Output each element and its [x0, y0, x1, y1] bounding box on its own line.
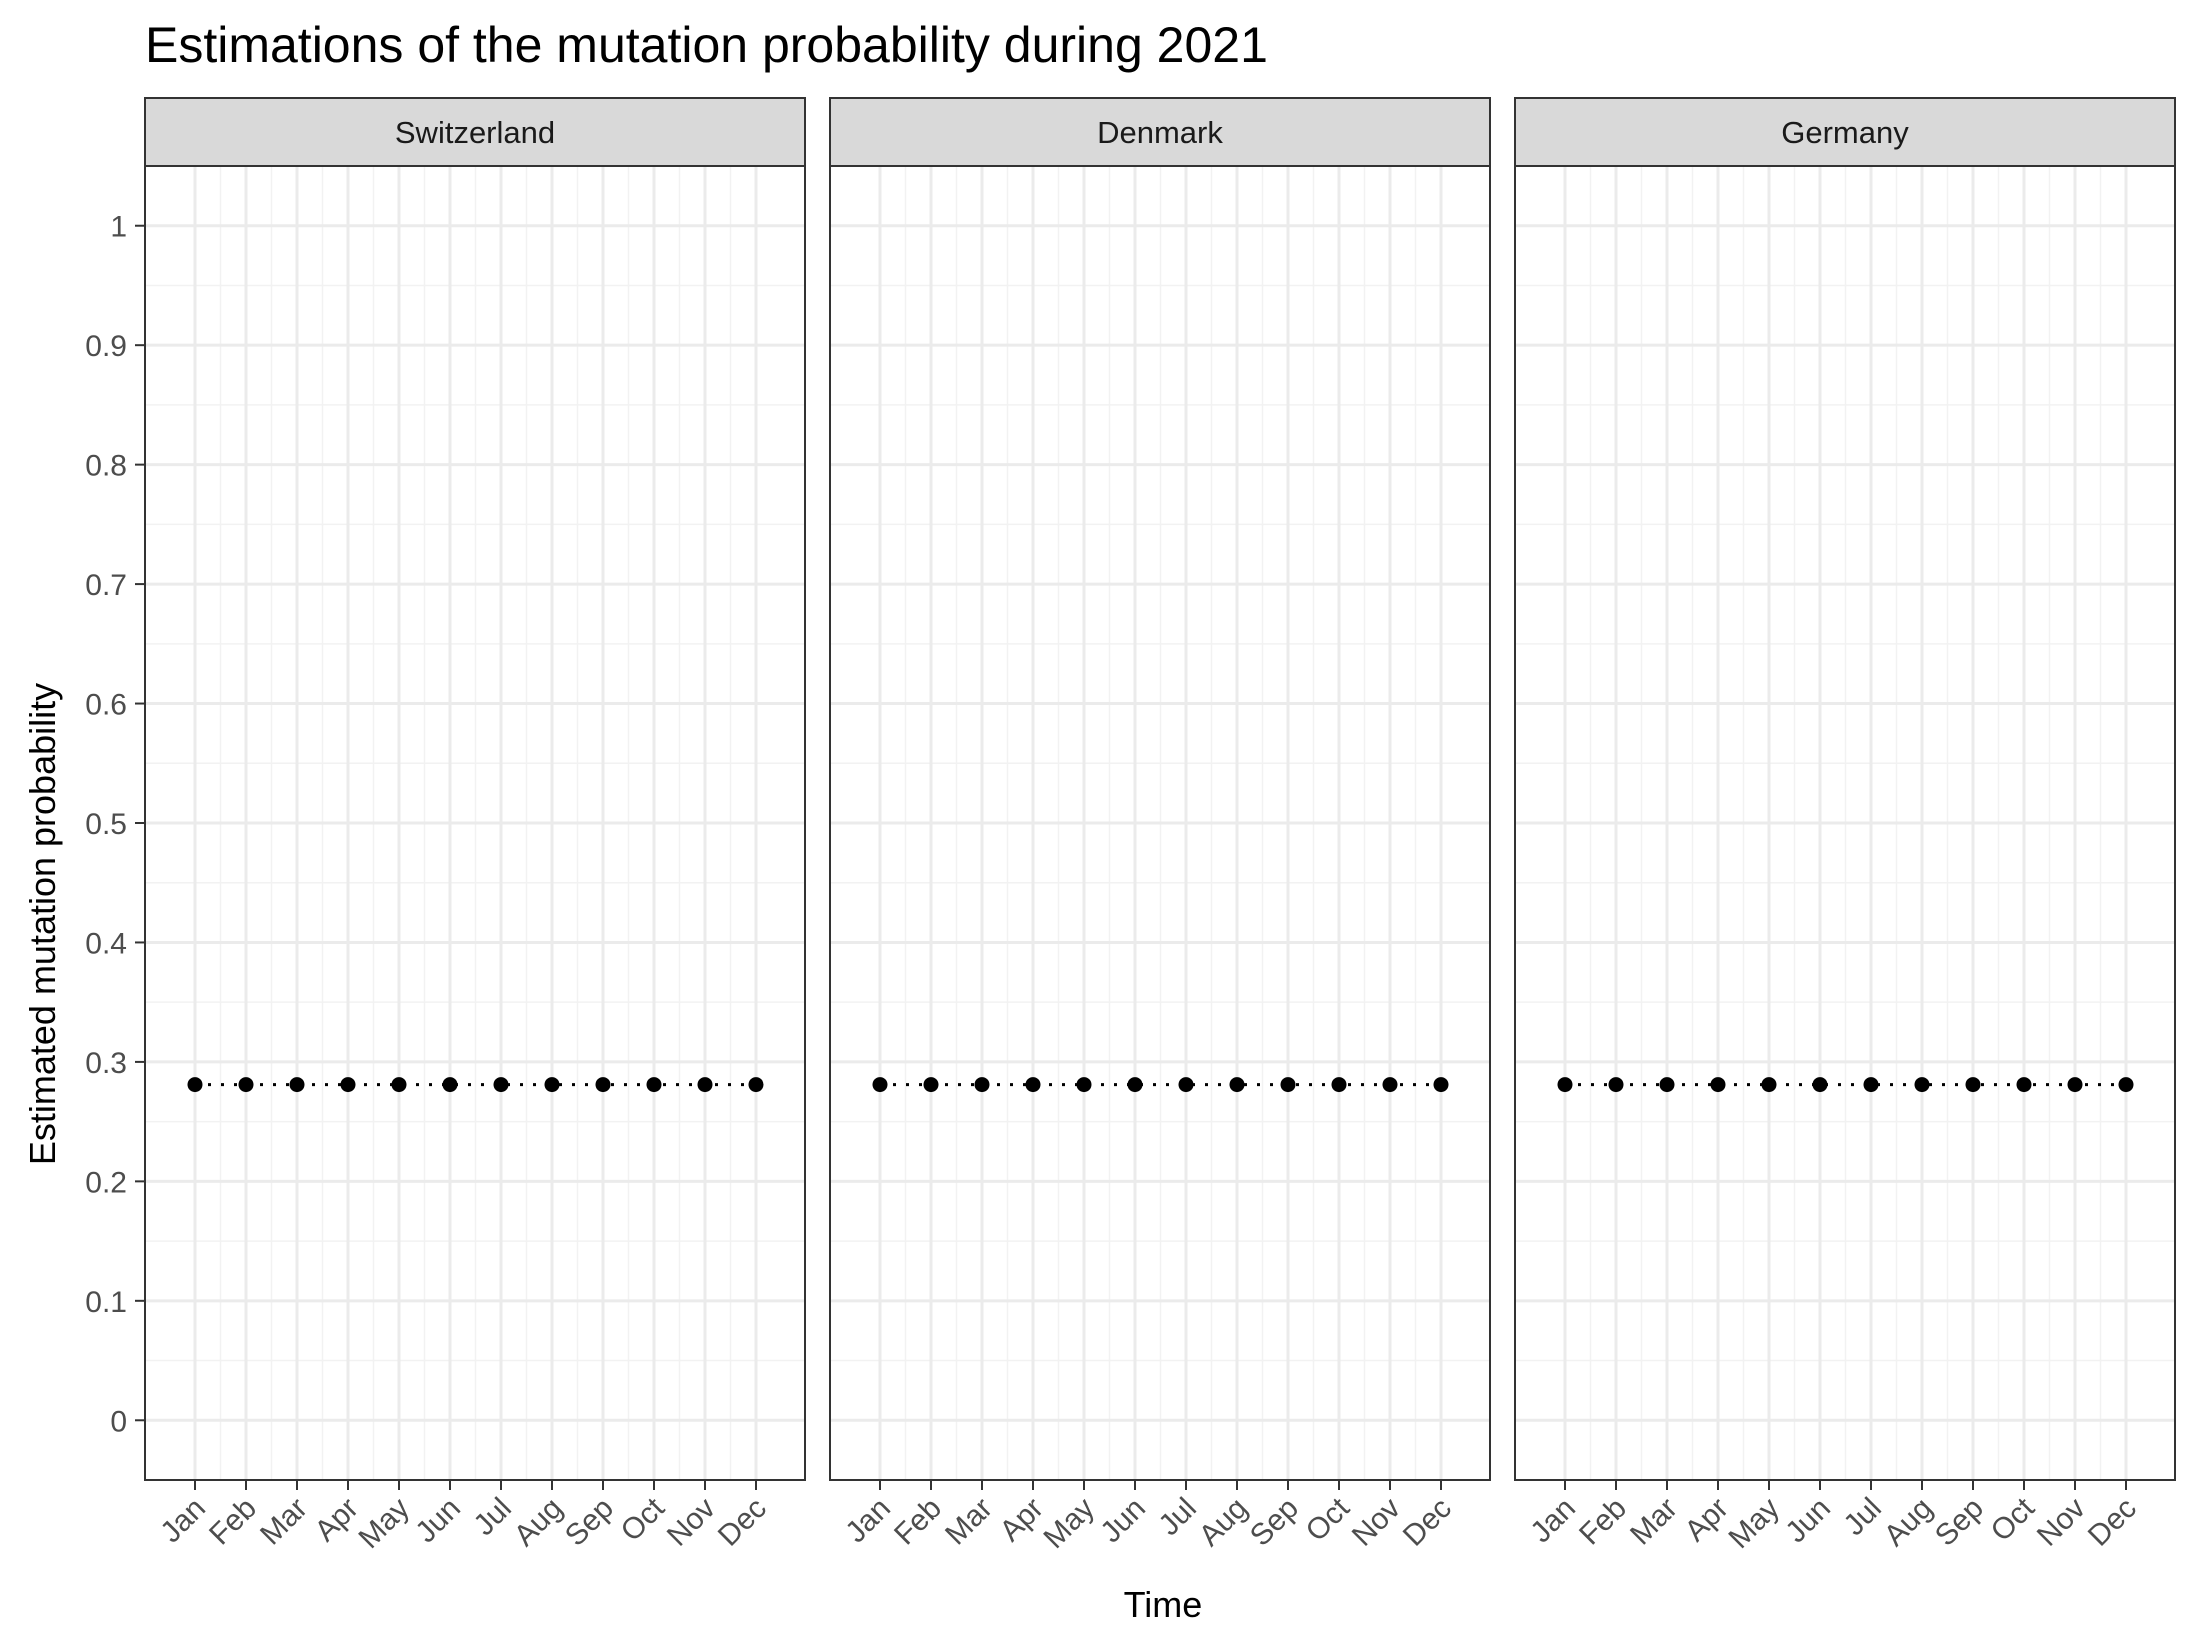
data-point-may	[1076, 1077, 1092, 1093]
data-point-sep	[1965, 1077, 1981, 1093]
data-point-aug	[544, 1077, 560, 1093]
data-point-jul	[1178, 1077, 1194, 1093]
data-point-mar	[289, 1077, 305, 1093]
data-point-dec	[2118, 1077, 2134, 1093]
x-axis-title: Time	[1124, 1584, 1203, 1625]
data-point-jan	[1557, 1077, 1573, 1093]
data-point-apr	[1025, 1077, 1041, 1093]
data-point-nov	[2067, 1077, 2083, 1093]
data-point-apr	[1710, 1077, 1726, 1093]
data-point-jul	[493, 1077, 509, 1093]
data-point-aug	[1914, 1077, 1930, 1093]
data-point-nov	[1382, 1077, 1398, 1093]
data-point-nov	[697, 1077, 713, 1093]
data-point-oct	[1331, 1077, 1347, 1093]
y-axis-title: Estimated mutation probability	[22, 683, 63, 1165]
data-point-mar	[974, 1077, 990, 1093]
y-tick-label: 0.1	[85, 1286, 127, 1319]
facet-strip	[1514, 97, 2176, 167]
y-tick-label: 0.5	[85, 808, 127, 841]
facet-strip-label: Denmark	[1097, 115, 1223, 150]
facet-strip-label: Germany	[1781, 115, 1909, 150]
data-point-aug	[1229, 1077, 1245, 1093]
data-point-may	[1761, 1077, 1777, 1093]
data-point-dec	[748, 1077, 764, 1093]
y-tick-label: 0.2	[85, 1166, 127, 1199]
data-point-feb	[923, 1077, 939, 1093]
data-point-dec	[1433, 1077, 1449, 1093]
data-point-oct	[646, 1077, 662, 1093]
y-tick-label: 0.3	[85, 1047, 127, 1080]
data-point-feb	[238, 1077, 254, 1093]
data-point-jun	[442, 1077, 458, 1093]
data-point-sep	[1280, 1077, 1296, 1093]
data-point-feb	[1608, 1077, 1624, 1093]
data-point-jan	[187, 1077, 203, 1093]
y-tick-label: 0.8	[85, 450, 127, 483]
data-point-may	[391, 1077, 407, 1093]
facet-strip	[829, 97, 1491, 167]
data-point-oct	[2016, 1077, 2032, 1093]
data-point-jul	[1863, 1077, 1879, 1093]
data-point-sep	[595, 1077, 611, 1093]
y-tick-label: 0.9	[85, 330, 127, 363]
y-tick-label: 1	[110, 211, 127, 244]
data-point-jun	[1812, 1077, 1828, 1093]
data-point-jan	[872, 1077, 888, 1093]
data-point-jun	[1127, 1077, 1143, 1093]
data-point-mar	[1659, 1077, 1675, 1093]
facet-strip	[144, 97, 806, 167]
facet-strip-label: Switzerland	[395, 115, 555, 150]
data-point-apr	[340, 1077, 356, 1093]
y-tick-label: 0.6	[85, 689, 127, 722]
y-tick-label: 0	[110, 1405, 127, 1438]
chart-title: Estimations of the mutation probability …	[145, 17, 1268, 73]
y-tick-label: 0.7	[85, 569, 127, 602]
y-tick-label: 0.4	[85, 927, 127, 960]
